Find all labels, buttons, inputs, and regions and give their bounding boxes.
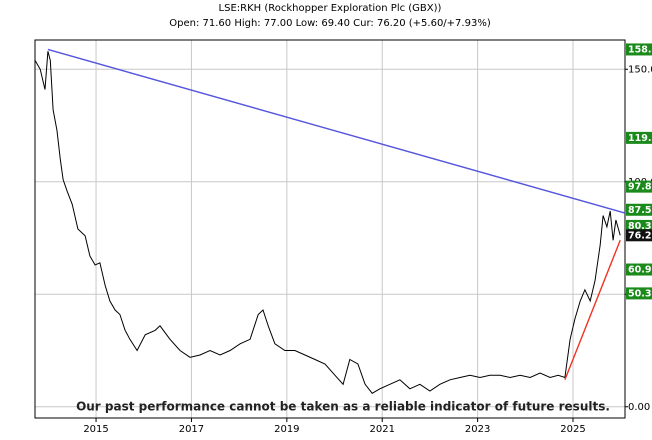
x-tick-label: 2019 xyxy=(274,424,299,435)
level-label: 97.83 xyxy=(628,182,652,193)
level-box xyxy=(626,219,652,232)
level-box xyxy=(626,263,652,276)
y-tick-label: 150.00 xyxy=(628,64,652,75)
level-label: 87.55 xyxy=(628,205,652,216)
level-label: 80.37 xyxy=(628,221,652,232)
level-label: 119.5 xyxy=(628,133,652,144)
level-label: 50.38 xyxy=(628,288,652,299)
level-box xyxy=(626,229,652,242)
level-box xyxy=(626,43,652,56)
disclaimer: Our past performance cannot be taken as … xyxy=(76,400,610,414)
x-tick-label: 2015 xyxy=(83,424,108,435)
x-tick-label: 2023 xyxy=(465,424,490,435)
chart-subtitle: Open: 71.60 High: 77.00 Low: 69.40 Cur: … xyxy=(169,18,491,29)
level-label: 158.8 xyxy=(628,44,652,55)
level-box xyxy=(626,180,652,193)
level-label: 60.99 xyxy=(628,265,652,276)
level-box xyxy=(626,203,652,216)
plot-frame xyxy=(34,39,626,419)
chart-title: LSE:RKH (Rockhopper Exploration Plc (GBX… xyxy=(219,3,442,14)
trend-line xyxy=(564,239,621,381)
x-tick-label: 2017 xyxy=(179,424,204,435)
x-tick-label: 2025 xyxy=(560,424,585,435)
price-line xyxy=(34,51,621,394)
x-tick-label: 2021 xyxy=(370,424,395,435)
level-box xyxy=(626,131,652,144)
y-tick-label: 0.00 xyxy=(628,402,650,413)
trend-line xyxy=(47,48,626,214)
level-box xyxy=(626,287,652,300)
level-label: 76.20 xyxy=(628,230,652,241)
